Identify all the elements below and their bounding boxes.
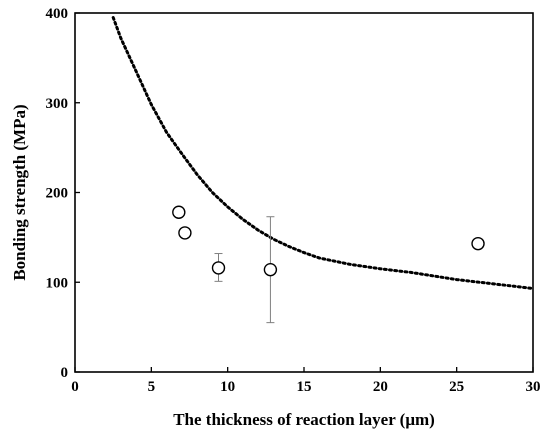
data-point <box>471 236 485 251</box>
x-axis-title: The thickness of reaction layer (μm) <box>173 410 435 429</box>
x-tick-label: 10 <box>220 379 235 395</box>
data-point <box>172 205 186 219</box>
x-tick-label: 30 <box>526 379 541 395</box>
data-points <box>172 205 485 277</box>
y-tick-label: 200 <box>46 186 69 202</box>
x-tick-label: 5 <box>148 379 156 395</box>
y-tick-label: 100 <box>46 275 69 291</box>
x-tick-label: 15 <box>297 379 312 395</box>
x-tick-label: 0 <box>71 379 79 395</box>
data-point <box>178 226 192 240</box>
x-tick-label: 20 <box>373 379 388 395</box>
data-point <box>211 261 226 275</box>
y-tick-label: 0 <box>61 365 69 381</box>
x-tick-label: 25 <box>449 379 464 395</box>
data-point <box>263 262 278 277</box>
y-tick-label: 300 <box>46 96 69 112</box>
fit-curve <box>111 16 535 290</box>
plot-frame <box>74 12 534 373</box>
fit-curve-layer <box>111 16 535 290</box>
y-axis-title: Bonding strength (MPa) <box>10 104 29 280</box>
axes <box>74 12 534 373</box>
y-tick-label: 400 <box>46 6 69 22</box>
